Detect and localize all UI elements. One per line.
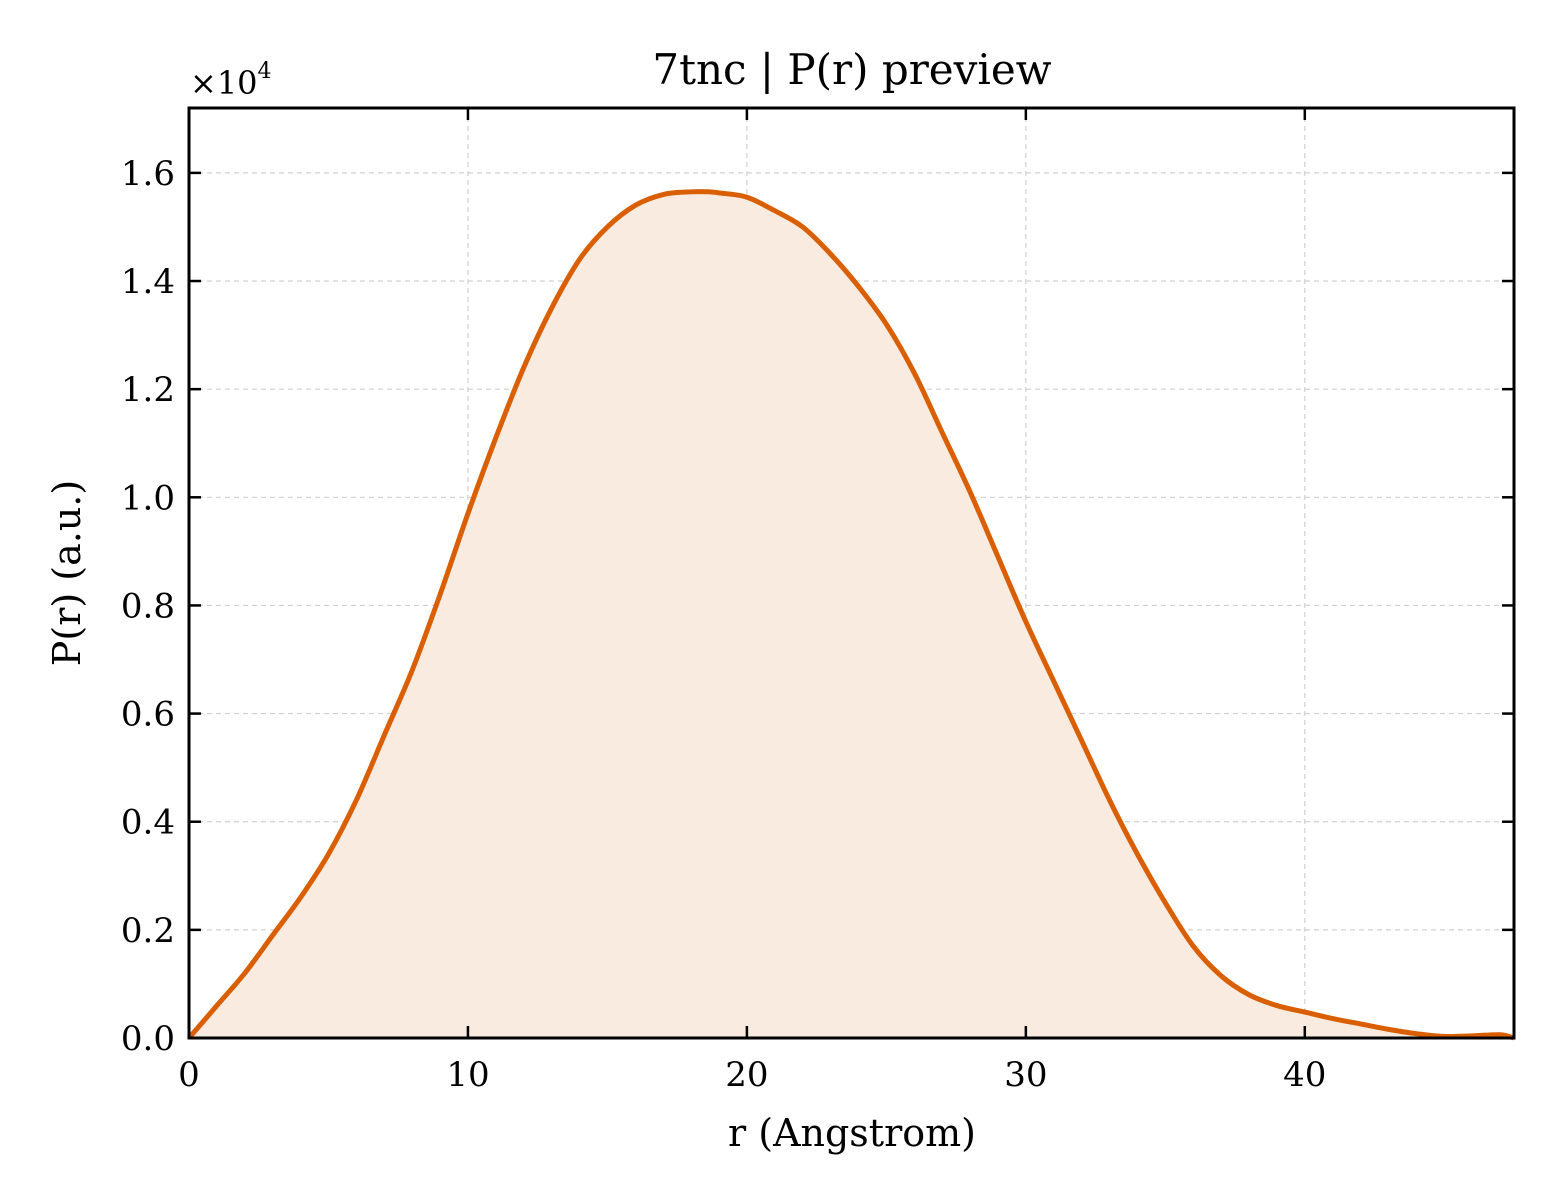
y-tick-label: 0.2 [121, 911, 175, 951]
y-tick-label: 0.6 [121, 695, 175, 735]
x-tick-label: 30 [1004, 1055, 1047, 1095]
y-tick-label: 1.2 [121, 370, 175, 410]
y-axis-label: P(r) (a.u.) [45, 480, 89, 666]
y-multiplier-exponent: 4 [258, 59, 272, 84]
x-tick-label: 0 [178, 1055, 200, 1095]
y-tick-label: 0.4 [121, 803, 175, 843]
pr-series-line [187, 189, 1515, 1041]
y-tick-label: 1.0 [121, 478, 175, 518]
pr-area-fill [189, 191, 1514, 1039]
x-tick-label: 40 [1283, 1055, 1326, 1095]
plot-frame [187, 106, 1516, 1040]
x-tick-label: 10 [446, 1055, 489, 1095]
x-axis-label: r (Angstrom) [728, 1111, 976, 1155]
y-tick-label: 1.6 [121, 154, 175, 194]
x-tick-label: 20 [725, 1055, 768, 1095]
chart-title: 7tnc | P(r) preview [652, 45, 1051, 94]
y-multiplier-base: ×10 [190, 64, 258, 102]
axis-ticks: 0 10 20 30 40 0.0 0.2 0.4 0.6 0.8 1.0 1.2 1.4 1.6 [121, 108, 1514, 1095]
y-axis-multiplier: ×104 [190, 59, 272, 102]
y-tick-label: 0.0 [121, 1019, 175, 1059]
y-tick-label: 1.4 [121, 262, 175, 302]
y-tick-label: 0.8 [121, 586, 175, 626]
